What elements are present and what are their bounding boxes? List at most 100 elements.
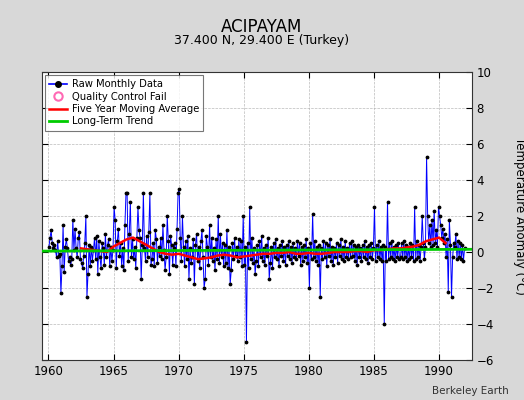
Point [126,198,135,205]
Point [321,240,330,246]
Point [429,242,437,248]
Point [82,213,90,219]
Point [110,204,118,210]
Point [90,234,99,241]
Point [246,204,254,210]
Point [113,238,122,244]
Point [333,260,342,266]
Point [451,243,459,250]
Point [160,247,168,254]
Point [293,238,302,244]
Point [241,243,249,250]
Point [374,254,382,261]
Point [88,258,96,264]
Point [442,254,450,261]
Point [381,243,389,250]
Point [140,245,149,252]
Point [302,236,310,242]
Point [149,240,157,246]
Point [214,213,222,219]
Point [75,229,83,235]
Point [310,254,318,261]
Point [291,245,300,252]
Point [243,240,252,246]
Point [341,238,350,244]
Point [266,260,275,266]
Point [180,263,189,270]
Point [438,234,446,241]
Point [157,234,165,241]
Point [97,265,105,271]
Point [155,243,163,250]
Point [304,245,312,252]
Point [272,256,281,262]
Point [139,189,148,196]
Text: ACIPAYAM: ACIPAYAM [221,18,303,36]
Point [358,242,367,248]
Point [176,234,184,241]
Point [45,243,53,250]
Point [112,265,121,271]
Point [257,233,266,239]
Point [298,243,306,250]
Point [80,252,88,259]
Point [394,240,402,246]
Point [456,240,464,246]
Point [461,245,469,252]
Point [125,231,134,237]
Legend: Raw Monthly Data, Quality Control Fail, Five Year Moving Average, Long-Term Tren: Raw Monthly Data, Quality Control Fail, … [45,75,203,130]
Point [98,240,106,246]
Point [292,256,301,262]
Point [388,238,396,244]
Point [177,258,185,264]
Point [64,258,73,264]
Point [256,254,265,261]
Point [215,260,224,266]
Point [249,260,257,266]
Point [136,234,144,241]
Point [185,276,193,282]
Point [459,258,467,264]
Point [435,213,444,219]
Point [365,242,373,248]
Point [169,262,177,268]
Point [259,245,268,252]
Point [195,265,204,271]
Point [194,243,203,250]
Point [428,216,436,223]
Point [250,245,258,252]
Point [441,231,449,237]
Point [354,242,363,248]
Point [129,256,138,262]
Point [247,256,255,262]
Point [440,240,448,246]
Point [184,233,192,239]
Point [123,189,132,196]
Point [128,236,137,242]
Point [84,270,92,277]
Point [111,216,119,223]
Point [340,258,348,264]
Point [203,243,212,250]
Point [61,243,70,250]
Point [166,233,174,239]
Point [357,258,366,264]
Point [331,254,340,261]
Point [436,222,445,228]
Point [415,242,423,248]
Point [236,254,244,261]
Point [151,227,159,234]
Point [296,240,304,246]
Point [409,258,418,264]
Point [154,260,162,266]
Point [390,243,398,250]
Point [231,234,239,241]
Point [127,254,136,261]
Point [179,243,188,250]
Point [219,240,227,246]
Point [458,242,466,248]
Point [308,256,316,262]
Point [152,236,160,242]
Point [91,256,100,262]
Point [418,213,427,219]
